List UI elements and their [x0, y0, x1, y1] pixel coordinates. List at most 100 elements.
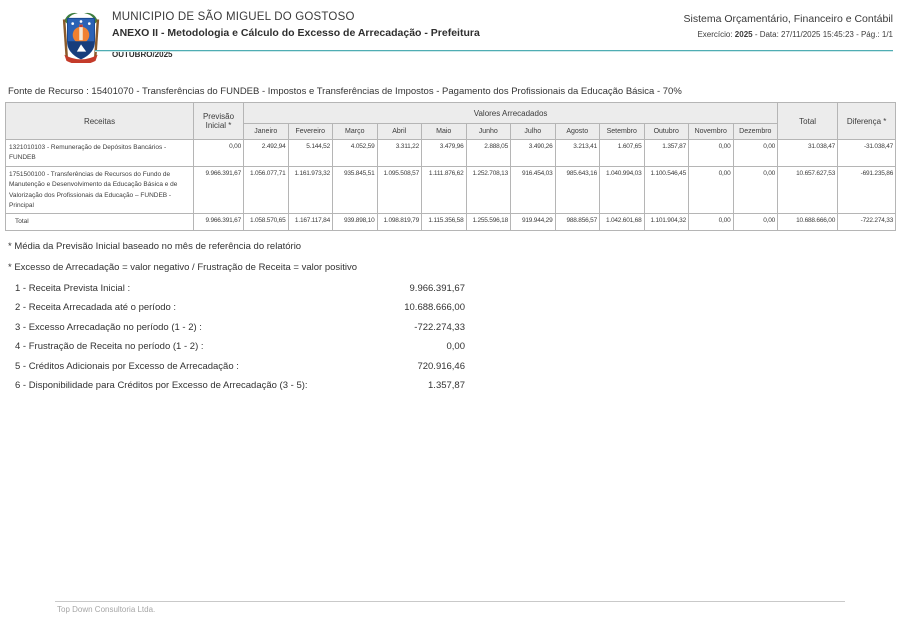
month-value-cell: 5.144,52	[287, 139, 333, 167]
note-previsao-inicial: * Média da Previsão Inicial baseado no m…	[8, 240, 302, 252]
municipality-crest-logo	[57, 7, 105, 65]
month-value-cell: 0,00	[732, 139, 779, 167]
revenue-table: Receitas Previsão Inicial * Valores Arre…	[5, 102, 897, 231]
column-header-month: Março	[332, 123, 378, 140]
month-value-cell: 1.100.546,45	[643, 165, 689, 215]
month-value-cell: 1.115.356,58	[421, 213, 467, 231]
revenue-table-body: 1321010103 - Remuneração de Depósitos Ba…	[5, 139, 897, 231]
report-period: OUTUBRO/2025	[112, 50, 173, 59]
month-value-cell: 1.252.708,13	[465, 165, 511, 215]
meta-info: - Data: 27/11/2025 15:45:23 - Pág.: 1/1	[752, 30, 893, 39]
summary-item-value: 1.357,87	[428, 380, 465, 392]
month-value-cell: 935.845,51	[332, 165, 378, 215]
month-value-cell: 3.311,22	[376, 139, 422, 167]
column-header-receitas: Receitas	[5, 102, 194, 140]
header-divider	[95, 50, 893, 52]
month-value-cell: 1.056.077,71	[243, 165, 289, 215]
month-value-cell: 988.856,57	[554, 213, 600, 231]
month-value-cell: 0,00	[732, 213, 779, 231]
column-header-month: Maio	[421, 123, 467, 140]
months-header-row: Janeiro Fevereiro Março Abril Maio Junho Julho…	[6, 123, 896, 140]
summary-item-label: 1 - Receita Prevista Inicial :	[15, 282, 131, 294]
column-group-valores-arrecadados: Valores Arrecadados	[242, 102, 779, 124]
note-excesso-frustracao: * Excesso de Arrecadação = valor negativ…	[8, 261, 358, 273]
total-cell: 10.657.627,53	[777, 165, 839, 215]
exercise-value: 2025	[734, 30, 753, 39]
previsao-cell: 9.966.391,67	[193, 213, 244, 231]
summary-item-label: 2 - Receita Arrecadada até o período :	[15, 302, 177, 314]
month-value-cell: 1.161.973,32	[287, 165, 333, 215]
summary-item-label: 5 - Créditos Adicionais por Excesso de A…	[15, 360, 239, 372]
summary-item-value: 9.966.391,67	[409, 282, 465, 294]
column-header-previsao: Previsão Inicial *	[193, 102, 244, 140]
month-value-cell: 4.052,59	[332, 139, 378, 167]
summary-item: 6 - Disponibilidade para Créditos por Ex…	[15, 380, 465, 400]
column-header-month: Dezembro	[732, 123, 779, 140]
summary-item-value: 10.688.666,00	[404, 302, 465, 314]
table-row: 1751500100 - Transferências de Recursos …	[5, 165, 897, 215]
month-value-cell: 919.944,29	[510, 213, 556, 231]
previsao-cell: 9.966.391,67	[193, 165, 244, 215]
column-header-diferenca: Diferença *	[837, 102, 897, 140]
month-value-cell: 2.492,94	[243, 139, 289, 167]
exercise-label: Exercício:	[697, 30, 733, 39]
month-value-cell: 3.479,96	[421, 139, 467, 167]
footer-divider	[55, 601, 845, 602]
column-header-month: Fevereiro	[287, 123, 333, 140]
month-value-cell: 1.042.601,68	[599, 213, 645, 231]
previsao-cell: 0,00	[193, 139, 244, 167]
column-header-month: Julho	[510, 123, 556, 140]
summary-item-value: 720.916,46	[417, 360, 465, 372]
revenue-name-cell: 1321010103 - Remuneração de Depósitos Ba…	[5, 139, 194, 167]
revenue-table-header: Receitas Previsão Inicial * Valores Arre…	[5, 102, 897, 140]
summary-item: 4 - Frustração de Receita no período (1 …	[15, 341, 465, 361]
summary-item: 5 - Créditos Adicionais por Excesso de A…	[15, 361, 465, 381]
summary-item: 2 - Receita Arrecadada até o período : 10…	[15, 302, 465, 322]
summary-item-value: 0,00	[446, 341, 466, 353]
report-header: MUNICIPIO DE SÃO MIGUEL DO GOSTOSO ANEXO…	[0, 0, 900, 74]
month-value-cell: 1.607,65	[599, 139, 645, 167]
revenue-name-cell: 1751500100 - Transferências de Recursos …	[5, 165, 194, 215]
month-value-cell: 1.101.904,32	[643, 213, 689, 231]
column-header-month: Junho	[465, 123, 511, 140]
table-row: 1321010103 - Remuneração de Depósitos Ba…	[5, 139, 897, 167]
summary-item: 1 - Receita Prevista Inicial : 9.966.391,…	[15, 283, 465, 303]
month-value-cell: 1.357,87	[643, 139, 689, 167]
diferenca-cell: -722.274,33	[837, 213, 897, 231]
month-value-cell: 1.167.117,84	[287, 213, 333, 231]
column-header-month: Janeiro	[243, 123, 289, 140]
diferenca-cell: -691.235,86	[837, 165, 897, 215]
month-value-cell: 939.898,10	[332, 213, 378, 231]
funding-source-line: Fonte de Recurso : 15401070 - Transferên…	[8, 86, 682, 97]
report-meta: Exercício: 2025 - Data: 27/11/2025 15:45…	[683, 30, 893, 39]
column-header-month: Abril	[376, 123, 422, 140]
month-value-cell: 2.888,05	[465, 139, 511, 167]
column-header-month: Agosto	[554, 123, 600, 140]
month-value-cell: 3.490,26	[510, 139, 556, 167]
month-value-cell: 0,00	[732, 165, 779, 215]
month-value-cell: 0,00	[688, 165, 734, 215]
summary-items: 1 - Receita Prevista Inicial : 9.966.391,…	[15, 283, 465, 400]
diferenca-cell: -31.038,47	[837, 139, 897, 167]
month-value-cell: 985.643,16	[554, 165, 600, 215]
column-header-month: Setembro	[599, 123, 645, 140]
system-name: Sistema Orçamentário, Financeiro e Contá…	[683, 13, 893, 25]
column-header-total: Total	[777, 102, 839, 140]
summary-item-label: 4 - Frustração de Receita no período (1 …	[15, 341, 204, 353]
summary-item-value: -722.274,33	[414, 321, 465, 333]
month-value-cell: 3.213,41	[554, 139, 600, 167]
month-value-cell: 1.098.819,79	[376, 213, 422, 231]
summary-item-label: 6 - Disponibilidade para Créditos por Ex…	[15, 380, 308, 392]
municipality-name: MUNICIPIO DE SÃO MIGUEL DO GOSTOSO	[112, 11, 355, 23]
total-cell: 31.038,47	[777, 139, 839, 167]
summary-item: 3 - Excesso Arrecadação no período (1 - …	[15, 322, 465, 342]
report-title: ANEXO II - Metodologia e Cálculo do Exce…	[112, 27, 480, 39]
month-value-cell: 0,00	[688, 139, 734, 167]
summary-item-label: 3 - Excesso Arrecadação no período (1 - …	[15, 321, 202, 333]
month-value-cell: 916.454,03	[510, 165, 556, 215]
column-header-month: Outubro	[643, 123, 689, 140]
footer-company: Top Down Consultoria Ltda.	[57, 605, 156, 614]
month-value-cell: 1.040.994,03	[599, 165, 645, 215]
month-value-cell: 1.111.876,62	[421, 165, 467, 215]
